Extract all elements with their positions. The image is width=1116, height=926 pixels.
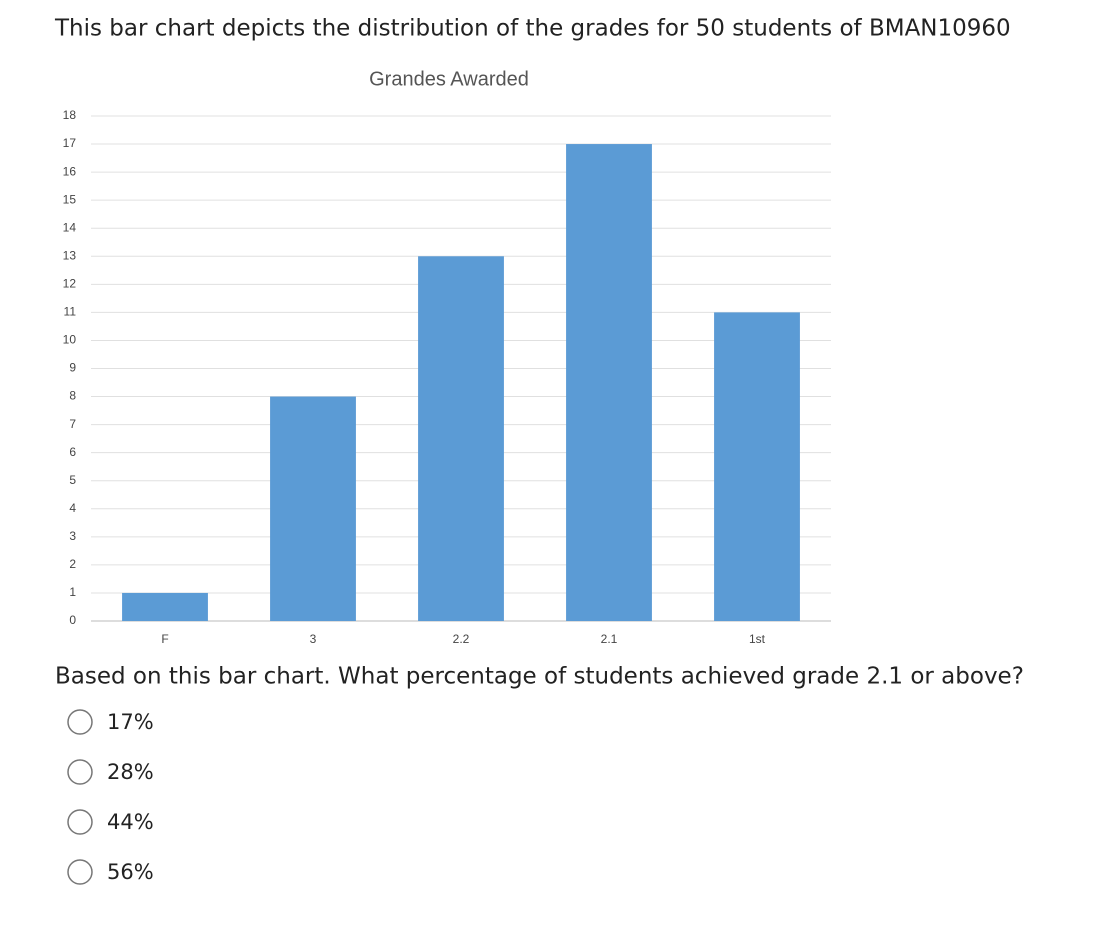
y-tick-label: 10	[63, 333, 77, 347]
option-label[interactable]: 56%	[107, 860, 154, 884]
x-tick-label: 2.2	[453, 632, 470, 646]
y-tick-label: 17	[63, 136, 77, 150]
bar	[122, 592, 208, 621]
y-tick-label: 13	[63, 248, 77, 262]
radio-button[interactable]	[67, 759, 93, 785]
y-tick-label: 16	[63, 164, 77, 178]
y-tick-label: 9	[69, 361, 76, 375]
y-tick-label: 5	[69, 473, 76, 487]
radio-button[interactable]	[67, 859, 93, 885]
y-tick-label: 3	[69, 529, 76, 543]
y-tick-label: 0	[69, 613, 76, 627]
y-tick-label: 7	[69, 417, 76, 431]
bar	[714, 312, 800, 621]
y-tick-label: 2	[69, 557, 76, 571]
y-tick-label: 4	[69, 501, 76, 515]
radio-button[interactable]	[67, 709, 93, 735]
option-label[interactable]: 17%	[107, 710, 154, 734]
bar	[270, 396, 356, 621]
y-tick-label: 6	[69, 445, 76, 459]
x-tick-label: F	[161, 632, 168, 646]
option-label[interactable]: 44%	[107, 810, 154, 834]
x-tick-label: 1st	[749, 632, 766, 646]
x-tick-label: 3	[310, 632, 317, 646]
y-tick-label: 14	[63, 220, 77, 234]
option-label[interactable]: 28%	[107, 760, 154, 784]
y-tick-label: 12	[63, 277, 77, 291]
chart-title: Grandes Awarded	[369, 68, 529, 90]
intro-text: This bar chart depicts the distribution …	[54, 16, 1011, 42]
question-text: Based on this bar chart. What percentage…	[55, 664, 1024, 690]
y-tick-label: 1	[69, 585, 76, 599]
y-tick-label: 15	[63, 192, 77, 206]
x-tick-label: 2.1	[601, 632, 618, 646]
y-tick-label: 8	[69, 389, 76, 403]
bar	[566, 144, 652, 622]
radio-button[interactable]	[67, 809, 93, 835]
y-tick-label: 18	[63, 108, 77, 122]
bar	[418, 256, 504, 621]
y-tick-label: 11	[64, 305, 77, 319]
